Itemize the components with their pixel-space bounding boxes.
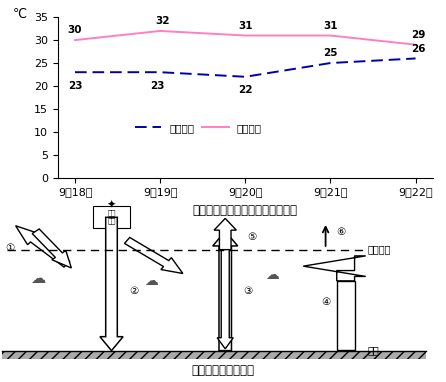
Text: ⑤: ⑤ — [248, 232, 257, 243]
Text: 29: 29 — [411, 30, 425, 40]
FancyBboxPatch shape — [93, 206, 130, 228]
Text: 太阳
辐射: 太阳 辐射 — [107, 210, 116, 224]
X-axis label: 合肥市逐日最高、最低气温变化图: 合肥市逐日最高、最低气温变化图 — [193, 204, 298, 217]
Text: 25: 25 — [323, 48, 338, 58]
Polygon shape — [213, 231, 238, 351]
Text: ①: ① — [5, 243, 14, 253]
Text: 22: 22 — [238, 86, 252, 96]
Text: ⑥: ⑥ — [337, 227, 346, 237]
Text: 23: 23 — [68, 81, 82, 91]
Text: 31: 31 — [323, 21, 338, 31]
Text: ☁: ☁ — [145, 274, 159, 288]
Text: ☁: ☁ — [30, 271, 45, 286]
Text: 31: 31 — [238, 21, 252, 31]
Polygon shape — [100, 217, 123, 351]
Polygon shape — [124, 238, 183, 274]
Text: ✦: ✦ — [107, 199, 116, 209]
Polygon shape — [214, 219, 236, 249]
Text: 26: 26 — [411, 44, 425, 53]
Text: 大气上界: 大气上界 — [368, 244, 392, 255]
Polygon shape — [16, 226, 70, 267]
Text: 30: 30 — [68, 25, 82, 35]
Legend: 最低气温, 最高气温: 最低气温, 最高气温 — [131, 119, 266, 137]
Polygon shape — [337, 281, 355, 350]
Text: ②: ② — [129, 286, 138, 296]
Text: 32: 32 — [156, 16, 170, 26]
Text: ③: ③ — [243, 286, 252, 296]
Text: 地面: 地面 — [368, 346, 380, 356]
Polygon shape — [217, 242, 233, 349]
Text: 大气热量平衡示意图: 大气热量平衡示意图 — [191, 364, 255, 377]
Polygon shape — [303, 256, 366, 281]
Polygon shape — [32, 229, 71, 268]
Bar — [2, 351, 426, 359]
Text: ℃: ℃ — [13, 8, 27, 21]
Text: ☁: ☁ — [265, 268, 279, 282]
Text: ④: ④ — [321, 297, 330, 307]
Text: 23: 23 — [150, 81, 165, 91]
